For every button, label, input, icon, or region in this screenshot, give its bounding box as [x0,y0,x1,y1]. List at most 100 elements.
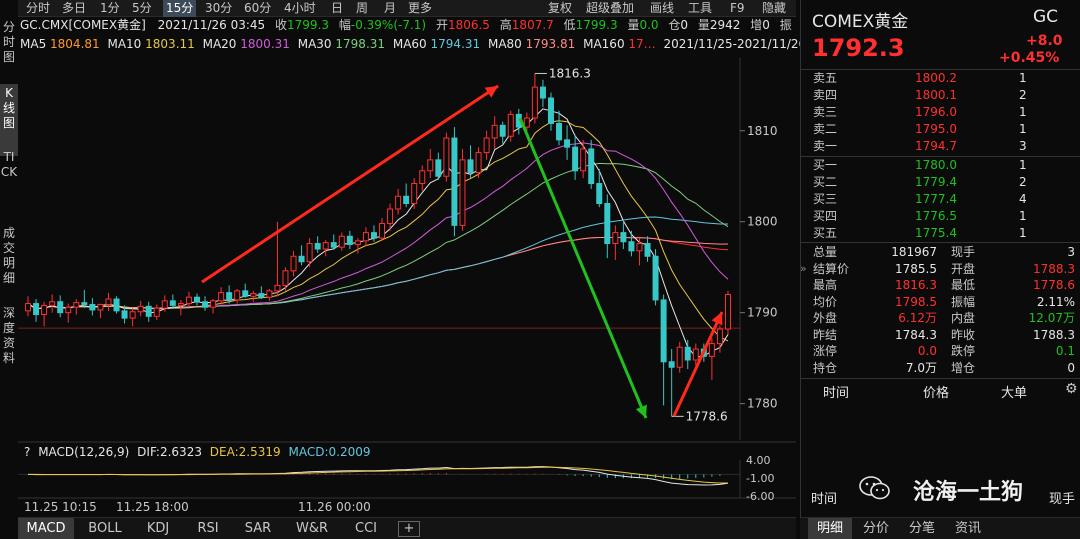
period-week[interactable]: 周 [356,1,369,15]
instrument-code: GC [1033,7,1059,27]
dif-label: DIF: [137,445,160,459]
tab-cci[interactable]: CCI [355,521,377,536]
settings-gear-icon[interactable]: ⚙ [1065,381,1078,397]
period-month[interactable]: 月 [384,1,397,15]
level-volume: 1 [1019,158,1027,172]
candle [483,130,490,160]
candle [531,73,538,124]
tab-depth-info[interactable]: 深度资料 [2,306,15,365]
candle [218,287,225,305]
detail-header-current: 现手 [1049,492,1076,507]
level-price: 1779.4 [915,175,957,189]
wechat-icon [859,476,890,500]
tab-wr[interactable]: W&R [295,521,329,536]
candle [314,236,321,253]
period-day[interactable]: 日 [331,1,344,15]
stat-value: 1785.5 [895,261,937,276]
stats-row: 涨停 0.0 跌停 0.1 [801,343,1080,360]
stat-value: 7.0万 [905,360,937,375]
draw-line-button[interactable]: 画线 [650,1,675,15]
level-price: 1777.4 [915,192,957,206]
ask-row[interactable]: 卖一 1794.7 3 [801,138,1080,155]
ask-row[interactable]: 卖三 1796.0 1 [801,104,1080,121]
f9-button[interactable]: F9 [730,1,745,15]
candle [193,293,200,306]
tab-trade-detail[interactable]: 成交明细 [2,226,15,285]
macd-help-icon[interactable]: ? [24,445,31,459]
period-5min[interactable]: 5分 [132,1,152,15]
ma60-label: MA60 [392,37,427,51]
candle [161,295,168,312]
time-axis-label-2: 11.25 18:00 [116,500,189,514]
bid-row[interactable]: 买一 1780.0 1 [801,157,1080,174]
ma30-value: 1798.31 [335,37,386,51]
candle [620,219,627,249]
candle [242,283,249,299]
change-label: 幅 [338,18,351,32]
indicator-tab-bar: MACD BOLL KDJ RSI SAR W&R CCI + [18,517,796,539]
bid-row[interactable]: 买四 1776.5 1 [801,208,1080,225]
add-indicator-icon[interactable]: + [398,521,420,537]
period-more[interactable]: 更多 [408,1,433,15]
tab-timeshare[interactable]: 分时图 [2,20,15,64]
chart-grid [18,58,796,499]
period-4hour[interactable]: 4小时 [284,1,316,15]
candle [692,343,699,366]
dif-line [27,466,729,486]
tab-rsi[interactable]: RSI [197,521,219,536]
candle [684,339,691,370]
period-60min[interactable]: 60分 [244,1,272,15]
period-1min[interactable]: 1分 [100,1,120,15]
ask-row[interactable]: 卖四 1800.1 2 [801,87,1080,104]
ask-row[interactable]: 卖二 1795.0 1 [801,121,1080,138]
adjust-button[interactable]: 复权 [548,1,573,15]
tab-kline[interactable]: K线图 [0,84,18,156]
period-15min[interactable]: 15分 [163,0,197,17]
divider [801,378,1080,379]
candle [113,296,120,314]
collapse-arrow-icon[interactable]: » [800,262,807,275]
oi-label: 仓 [668,18,681,32]
level-price: 1795.0 [915,122,957,136]
tab-tick[interactable]: TICK [0,150,18,179]
tab-ticks[interactable]: 分笔 [908,521,935,536]
amp-label: 振 [779,18,792,32]
tab-price-dist[interactable]: 分价 [862,521,889,536]
stat-value: 181967 [891,245,937,259]
vol-label: 量 [627,18,640,32]
tab-sar[interactable]: SAR [244,521,272,536]
period-timeshare[interactable]: 分时 [26,1,51,15]
tab-news[interactable]: 资讯 [954,521,981,536]
stat-label: 开盘 [951,261,976,276]
period-multiday[interactable]: 多日 [62,1,87,15]
tab-kdj[interactable]: KDJ [146,521,170,536]
overlay-button[interactable]: 超级叠加 [586,1,635,15]
tab-boll[interactable]: BOLL [88,521,122,536]
candle [427,148,434,179]
open-value: 1806.5 [447,18,490,32]
bid-row[interactable]: 买五 1775.4 1 [801,225,1080,242]
tab-detail[interactable]: 明细 [808,518,852,539]
candle [716,325,723,353]
quote-line: GC.CMX[COMEX黄金] 2021/11/26 03:45 收1799.3… [20,18,792,33]
quote-panel: COMEX黄金 GC 1792.3 +8.0 +0.45% 卖五 1800.2 1 卖… [800,0,1080,539]
bid-row[interactable]: 买二 1779.4 2 [801,174,1080,191]
stat-value: 1816.3 [895,278,937,292]
macd-tick-label: -6.00 [746,490,774,503]
period-30min[interactable]: 30分 [205,1,233,15]
tools-button[interactable]: 工具 [688,1,713,15]
candle [354,238,361,254]
bid-row[interactable]: 买三 1777.4 4 [801,191,1080,208]
stat-label: 涨停 [813,344,838,358]
ask-row[interactable]: 卖五 1800.2 1 [801,70,1080,87]
candle [25,296,32,317]
stat-label: 均价 [813,294,838,309]
level-price: 1776.5 [915,209,957,223]
tab-macd[interactable]: MACD [18,518,74,539]
hide-button[interactable]: 隐藏 [762,1,787,15]
candle [612,225,619,260]
kline-chart[interactable]: 1816.3 1778.6 1810 1800 1790 1780 4.00 -1.00 -… [0,0,800,517]
up-trend-arrow [201,84,499,284]
candle [290,250,297,277]
level-label: 卖五 [813,71,838,85]
